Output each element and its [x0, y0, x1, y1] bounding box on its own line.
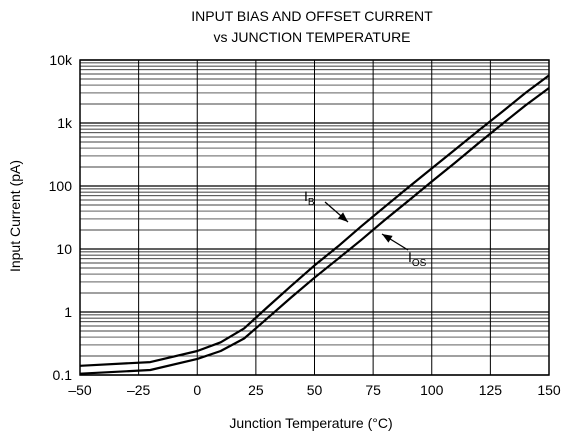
ios-arrow-arrowhead [382, 234, 393, 243]
x-tick-label: –25 [127, 382, 151, 398]
x-tick-label: 150 [537, 382, 561, 398]
x-tick-label: 100 [420, 382, 444, 398]
x-tick-labels: –50 –25 0 25 50 75 100 125 150 [68, 382, 561, 398]
y-tick-labels: 0.1 1 10 100 1k 10k [49, 52, 73, 383]
y-tick-label: 1k [57, 115, 73, 131]
series-lines [79, 74, 550, 375]
y-tick-label: 0.1 [53, 367, 73, 383]
chart-title-line-1: INPUT BIAS AND OFFSET CURRENT [191, 8, 433, 24]
series-line-ios [79, 87, 550, 375]
annotation-ib: IB [304, 188, 349, 223]
y-tick-label: 1 [64, 304, 72, 320]
x-tick-label: 50 [307, 382, 323, 398]
grid [79, 59, 550, 376]
x-tick-label: 125 [479, 382, 503, 398]
x-tick-label: –50 [68, 382, 92, 398]
ib-label: IB [304, 188, 315, 208]
plot-frame [79, 59, 550, 376]
x-tick-label: 25 [248, 382, 264, 398]
ib-arrow-arrowhead [337, 212, 348, 222]
y-tick-label: 10k [49, 52, 73, 68]
x-tick-label: 75 [365, 382, 381, 398]
x-axis-label: Junction Temperature (°C) [229, 415, 392, 431]
chart-title-line-2: vs JUNCTION TEMPERATURE [213, 29, 410, 45]
y-tick-label: 100 [49, 178, 73, 194]
series-line-ib [79, 74, 550, 367]
x-tick-label: 0 [193, 382, 201, 398]
ios-label: IOS [408, 249, 427, 269]
y-tick-label: 10 [56, 241, 72, 257]
annotation-ios: IOS [381, 233, 427, 269]
y-axis-label: Input Current (pA) [7, 160, 23, 272]
